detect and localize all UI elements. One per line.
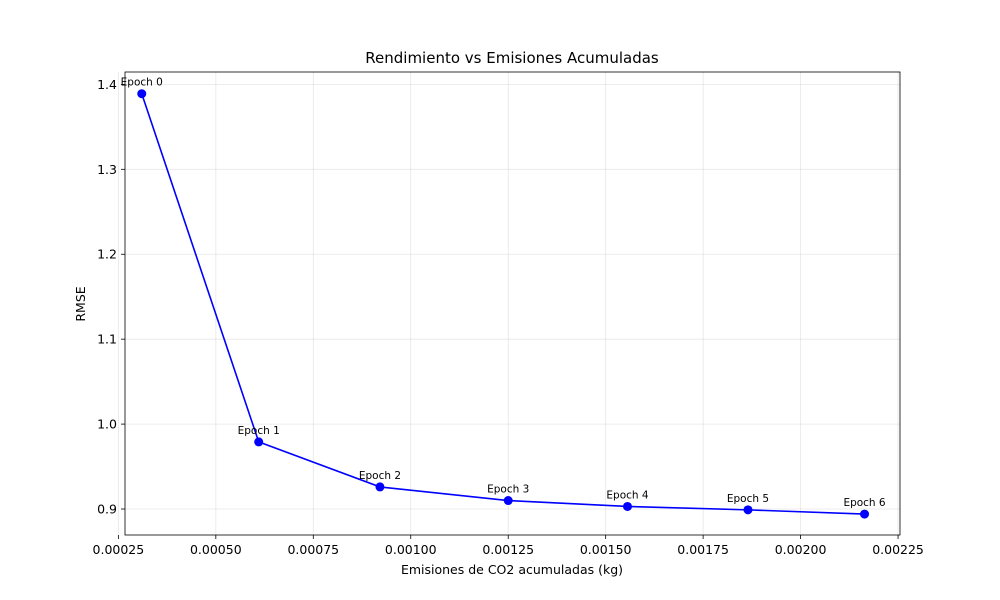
data-point [375, 482, 385, 492]
x-tick-label: 0.00225 [872, 542, 924, 557]
plot-frame [124, 71, 901, 536]
x-tick-label: 0.00025 [93, 542, 145, 557]
point-label: Epoch 4 [606, 489, 648, 501]
x-tick-label: 0.00075 [287, 542, 339, 557]
point-label: Epoch 6 [843, 497, 885, 509]
chart-title: Rendimiento vs Emisiones Acumuladas [365, 49, 659, 67]
x-tick-label: 0.00200 [775, 542, 827, 557]
x-tick-label: 0.00125 [482, 542, 534, 557]
axis-ticks: 0.00025 0.00050 0.00075 0.00100 0.00125 0.001… [93, 77, 924, 557]
series [137, 89, 870, 519]
data-point [743, 505, 753, 515]
data-point [860, 509, 870, 519]
grid [117, 72, 900, 535]
x-tick-label: 0.00050 [190, 542, 242, 557]
y-tick-label: 1.4 [97, 77, 117, 92]
y-tick-label: 1.1 [97, 332, 117, 347]
point-labels: Epoch 0 Epoch 1 Epoch 2 Epoch 3 Epoch 4 Epoch… [121, 77, 886, 509]
point-label: Epoch 1 [238, 425, 280, 437]
y-tick-label: 1.2 [97, 247, 117, 262]
x-tick-label: 0.00175 [677, 542, 729, 557]
y-tick-label: 0.9 [97, 502, 117, 517]
y-tick-label: 1.0 [97, 417, 117, 432]
point-label: Epoch 5 [727, 493, 769, 505]
point-label: Epoch 0 [121, 77, 163, 89]
x-tick-label: 0.00100 [385, 542, 437, 557]
y-axis-label: RMSE [73, 286, 88, 321]
y-tick-label: 1.3 [97, 162, 117, 177]
data-point [137, 89, 147, 99]
series-line [141, 93, 865, 515]
data-point [623, 501, 633, 511]
data-point [254, 437, 264, 447]
x-axis-label: Emisiones de CO2 acumuladas (kg) [401, 562, 623, 577]
data-point [503, 496, 513, 506]
x-tick-label: 0.00150 [580, 542, 632, 557]
point-label: Epoch 2 [359, 470, 401, 482]
point-label: Epoch 3 [487, 484, 529, 496]
